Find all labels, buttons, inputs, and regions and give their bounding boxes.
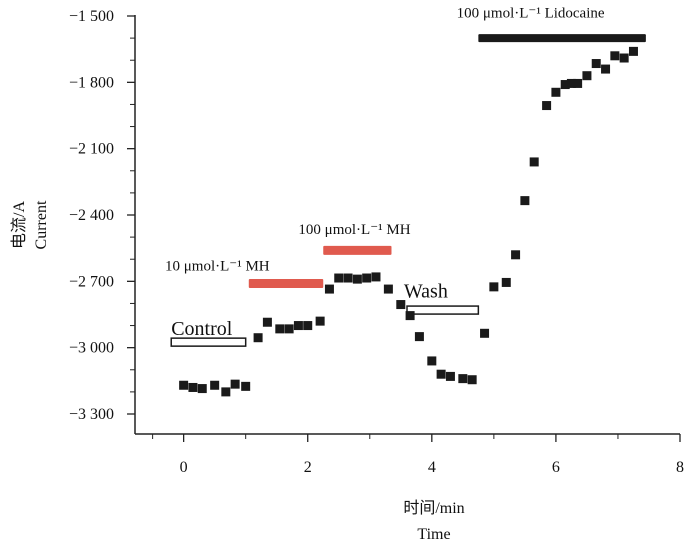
treatment-bar-open — [170, 337, 247, 347]
annotation-label: Control — [171, 318, 233, 340]
treatment-bar-filled — [478, 34, 646, 43]
data-point — [551, 87, 561, 97]
data-point — [445, 371, 455, 381]
data-point — [542, 101, 552, 111]
x-axis-title-en: Time — [417, 526, 450, 543]
data-point — [489, 282, 499, 292]
data-point — [334, 273, 344, 283]
data-point — [591, 59, 601, 69]
data-point — [396, 300, 406, 310]
data-point — [520, 196, 530, 206]
data-point — [619, 53, 629, 63]
data-point — [601, 64, 611, 74]
annotation-label: Wash — [404, 280, 448, 302]
data-point — [210, 380, 220, 390]
y-tick-label: −2 700 — [69, 273, 114, 290]
data-point — [221, 387, 231, 397]
annotations: Control 10 μmol·L⁻¹ MH 100 μmol·L⁻¹ MH Wash… — [165, 6, 605, 340]
data-point — [560, 80, 570, 90]
data-point — [197, 384, 207, 394]
data-point — [414, 332, 424, 342]
data-point — [262, 317, 272, 327]
y-tick-label: −3 000 — [69, 340, 114, 357]
data-point — [405, 311, 415, 321]
data-point — [501, 277, 511, 287]
data-point — [362, 273, 372, 283]
y-ticks: −1 500 −1 800 −2 100 −2 400 −2 700 −3 000 −3 3… — [69, 8, 135, 423]
data-point — [511, 250, 521, 260]
data-point — [371, 272, 381, 282]
x-tick-label: 0 — [180, 459, 188, 476]
data-point — [610, 51, 620, 61]
x-tick-label: 8 — [676, 459, 684, 476]
data-point — [230, 379, 240, 389]
data-point — [293, 321, 303, 331]
data-points — [179, 46, 638, 397]
treatment-bar-open — [406, 305, 480, 315]
data-point — [315, 316, 325, 326]
data-point — [343, 273, 353, 283]
data-point — [427, 356, 437, 366]
data-point — [480, 328, 490, 338]
y-tick-label: −1 500 — [69, 8, 114, 25]
data-point — [628, 46, 638, 56]
data-point — [188, 382, 198, 392]
annotation-label: 100 μmol·L⁻¹ MH — [298, 222, 410, 238]
axes — [134, 15, 680, 435]
data-point — [275, 324, 285, 334]
data-point — [241, 381, 251, 391]
treatment-bar-filled — [248, 279, 324, 289]
y-tick-label: −2 400 — [69, 207, 114, 224]
y-tick-label: −3 300 — [69, 406, 114, 423]
annotation-label: 10 μmol·L⁻¹ MH — [165, 259, 270, 275]
data-point — [303, 321, 313, 331]
data-point — [436, 369, 446, 379]
x-tick-label: 2 — [304, 459, 312, 476]
y-tick-label: −1 800 — [69, 74, 114, 91]
treatment-bar-filled — [323, 245, 392, 255]
data-point — [529, 157, 539, 167]
data-point — [253, 333, 263, 343]
data-point — [566, 78, 576, 88]
data-point — [582, 71, 592, 81]
annotation-label: 100 μmol·L⁻¹ Lidocaine — [457, 6, 605, 22]
y-tick-label: −2 100 — [69, 141, 114, 158]
x-tick-label: 4 — [428, 459, 436, 476]
data-point — [179, 380, 189, 390]
x-axis-title-cn: 时间/min — [403, 499, 464, 517]
data-point — [284, 324, 294, 334]
data-point — [324, 284, 334, 294]
y-axis-title-en: Current — [33, 200, 50, 249]
data-point — [458, 374, 468, 384]
x-tick-label: 6 — [552, 459, 560, 476]
data-point — [573, 78, 583, 88]
treatment-bars — [170, 34, 646, 347]
y-axis-title-cn: 电流/A — [10, 201, 28, 249]
data-point — [383, 284, 393, 294]
x-ticks: 0 2 4 6 8 — [152, 434, 684, 476]
data-point — [352, 274, 362, 284]
data-point — [467, 375, 477, 385]
